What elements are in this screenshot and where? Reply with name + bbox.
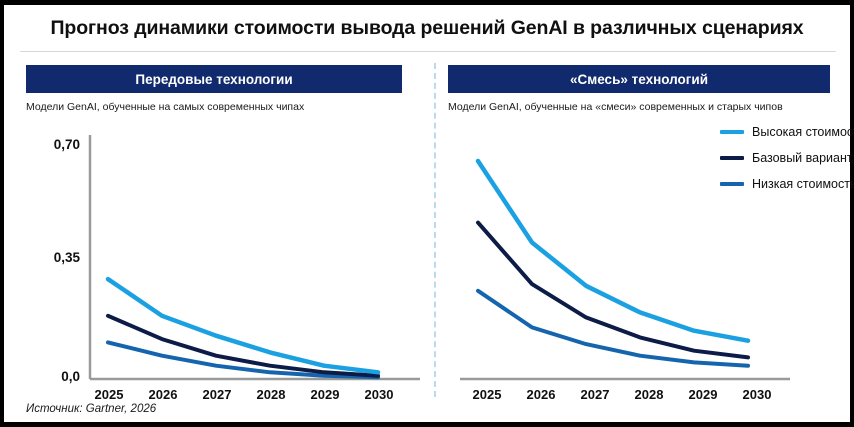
chart-right bbox=[446, 133, 844, 383]
page-title: Прогноз динамики стоимости вывода решени… bbox=[50, 17, 804, 39]
series-left-low bbox=[106, 340, 380, 380]
legend-swatch-base-icon bbox=[720, 156, 744, 160]
legend-swatch-high-icon bbox=[720, 130, 744, 134]
legend-item-high: Высокая стоимость bbox=[720, 125, 854, 139]
legend-swatch-low-icon bbox=[720, 182, 744, 186]
x-tick-right-4: 2029 bbox=[688, 387, 718, 402]
series-left-base bbox=[106, 313, 380, 378]
x-tick-right-3: 2028 bbox=[634, 387, 664, 402]
x-tick-left-3: 2028 bbox=[256, 387, 286, 402]
legend-item-low: Низкая стоимость bbox=[720, 177, 854, 191]
x-tick-left-1: 2026 bbox=[148, 387, 178, 402]
legend-label-base: Базовый вариант bbox=[752, 151, 853, 165]
panel-right-subtitle: Модели GenAI, обученные на «смеси» совре… bbox=[448, 101, 783, 113]
x-tick-left-5: 2030 bbox=[364, 387, 394, 402]
x-tick-left-0: 2025 bbox=[94, 387, 124, 402]
panel-left-header: Передовые технологии bbox=[26, 65, 402, 93]
series-right-high bbox=[475, 158, 751, 343]
x-axis-right: 2025 2026 2027 2028 2029 2030 bbox=[460, 387, 784, 407]
legend-label-low: Низкая стоимость bbox=[752, 177, 854, 191]
x-tick-right-5: 2030 bbox=[742, 387, 772, 402]
x-axis-left: 2025 2026 2027 2028 2029 2030 bbox=[82, 387, 406, 407]
x-tick-left-4: 2029 bbox=[310, 387, 340, 402]
chart-left: 0,70 0,35 0,0 bbox=[24, 133, 434, 384]
y-tick-left-0: 0,70 bbox=[53, 137, 80, 152]
x-tick-right-0: 2025 bbox=[472, 387, 502, 402]
panel-right-header: «Смесь» технологий bbox=[448, 65, 830, 93]
x-tick-right-2: 2027 bbox=[580, 387, 610, 402]
title-divider bbox=[20, 51, 836, 52]
chart-left-svg bbox=[88, 135, 420, 381]
chart-legend: Высокая стоимость Базовый вариант Низкая… bbox=[720, 125, 854, 191]
series-left-high bbox=[105, 276, 381, 375]
source-note: Источник: Gartner, 2026 bbox=[26, 403, 157, 415]
legend-item-base: Базовый вариант bbox=[720, 151, 854, 165]
legend-label-high: Высокая стоимость bbox=[752, 125, 854, 139]
y-tick-left-1: 0,35 bbox=[53, 250, 80, 265]
panel-divider bbox=[434, 63, 436, 397]
panel-right: «Смесь» технологий Модели GenAI, обученн… bbox=[446, 65, 844, 113]
series-right-low bbox=[476, 288, 750, 368]
x-tick-right-1: 2026 bbox=[526, 387, 556, 402]
panel-left: Передовые технологии Модели GenAI, обуче… bbox=[24, 65, 424, 113]
x-tick-left-2: 2027 bbox=[202, 387, 232, 402]
series-right-base bbox=[476, 220, 750, 360]
y-tick-left-2: 0,0 bbox=[61, 369, 80, 384]
panel-left-subtitle: Модели GenAI, обученные на самых совреме… bbox=[26, 101, 305, 113]
chart-right-svg bbox=[460, 158, 790, 381]
